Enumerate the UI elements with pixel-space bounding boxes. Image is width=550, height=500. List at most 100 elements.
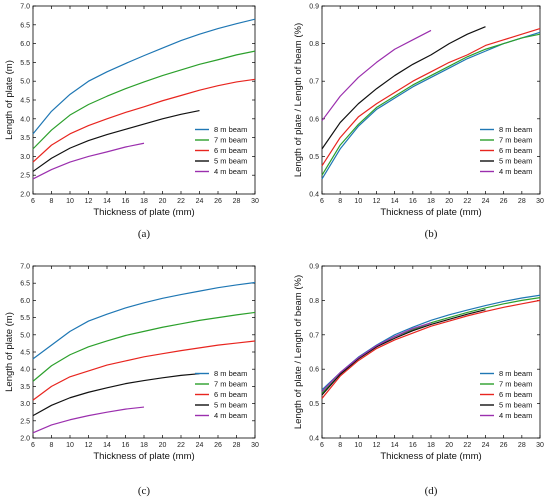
- x-tick-label: 8: [50, 198, 54, 205]
- y-tick-label: 0.6: [309, 367, 319, 374]
- y-tick-label: 7.0: [20, 4, 30, 11]
- legend-entry: 5 m beam: [499, 401, 532, 410]
- x-tick-label: 14: [103, 442, 111, 449]
- y-tick-label: 6.0: [20, 41, 30, 48]
- x-tick-label: 12: [85, 442, 93, 449]
- y-tick-label: 5.5: [20, 315, 30, 322]
- y-tick-label: 3.0: [20, 401, 30, 408]
- x-tick-label: 28: [233, 442, 241, 449]
- legend-entry: 4 m beam: [214, 411, 247, 420]
- x-tick-label: 24: [196, 442, 204, 449]
- y-tick-label: 0.6: [309, 116, 319, 123]
- y-tick-label: 4.0: [20, 367, 30, 374]
- series-line-5-m-beam: [32, 109, 200, 172]
- y-axis-title: Length of plate (m): [4, 60, 15, 140]
- x-tick-label: 26: [214, 198, 222, 205]
- legend-entry: 5 m beam: [214, 401, 247, 410]
- legend-entry: 8 m beam: [214, 369, 247, 378]
- x-tick-label: 24: [196, 198, 204, 205]
- x-tick-label: 20: [159, 442, 167, 449]
- series-line-8-m-beam: [32, 281, 256, 360]
- x-tick-label: 18: [140, 442, 148, 449]
- y-tick-label: 5.5: [20, 60, 30, 67]
- x-tick-label: 14: [391, 198, 399, 205]
- x-tick-label: 24: [482, 442, 490, 449]
- x-tick-label: 6: [320, 198, 324, 205]
- y-tick-label: 5.0: [20, 79, 30, 86]
- series-line-6-m-beam: [321, 299, 541, 399]
- series-line-7-m-beam: [32, 311, 256, 382]
- x-tick-label: 20: [445, 198, 453, 205]
- legend-entry: 6 m beam: [499, 146, 532, 155]
- chart-panel-1: 6 8 10 12 14 16 18 20 22 24 26 28 30 0.4 0.5 0.6 0.7 0.8 0…: [293, 4, 544, 241]
- y-tick-label: 6.0: [20, 298, 30, 305]
- x-tick-label: 8: [338, 198, 342, 205]
- x-tick-label: 22: [177, 442, 185, 449]
- y-tick-label: 4.5: [20, 350, 30, 357]
- x-tick-label: 22: [463, 198, 471, 205]
- y-tick-label: 6.5: [20, 22, 30, 29]
- y-tick-label: 0.5: [309, 401, 319, 408]
- x-tick-label: 20: [159, 198, 167, 205]
- legend-entry: 5 m beam: [499, 157, 532, 166]
- x-axis-title: Thickness of plate (mm): [93, 451, 194, 462]
- series-line-5-m-beam: [32, 373, 200, 417]
- series-line-6-m-beam: [32, 340, 256, 401]
- legend-entry: 7 m beam: [214, 380, 247, 389]
- y-tick-label: 3.5: [20, 135, 30, 142]
- y-axis-title: Length of plate / Length of beam (%): [293, 275, 304, 429]
- x-tick-label: 12: [373, 198, 381, 205]
- panel-label: (d): [425, 485, 438, 497]
- y-tick-label: 6.5: [20, 281, 30, 288]
- y-tick-label: 0.9: [309, 264, 319, 271]
- x-tick-label: 14: [391, 442, 399, 449]
- series-line-5-m-beam: [321, 309, 486, 396]
- y-tick-label: 3.5: [20, 384, 30, 391]
- x-tick-label: 18: [427, 442, 435, 449]
- y-tick-label: 0.7: [309, 79, 319, 86]
- x-tick-label: 28: [518, 442, 526, 449]
- x-tick-label: 30: [536, 198, 544, 205]
- y-tick-label: 3.0: [20, 154, 30, 161]
- x-tick-label: 10: [66, 198, 74, 205]
- x-tick-label: 26: [500, 198, 508, 205]
- x-axis-title: Thickness of plate (mm): [380, 207, 481, 218]
- chart-panel-2: 6 8 10 12 14 16 18 20 22 24 26 28 30 2.0 2.5 3.0 3.5 4.0 4…: [4, 264, 259, 498]
- x-tick-label: 26: [214, 442, 222, 449]
- y-tick-label: 2.5: [20, 173, 30, 180]
- x-tick-label: 6: [320, 442, 324, 449]
- plot-frame: [321, 5, 541, 195]
- legend-entry: 8 m beam: [214, 125, 247, 134]
- y-axis-title: Length of plate (m): [4, 312, 15, 392]
- legend-entry: 5 m beam: [214, 157, 247, 166]
- legend-entry: 7 m beam: [499, 136, 532, 145]
- y-tick-label: 0.8: [309, 298, 319, 305]
- x-tick-label: 12: [85, 198, 93, 205]
- x-tick-label: 28: [233, 198, 241, 205]
- legend-entry: 6 m beam: [214, 390, 247, 399]
- y-tick-label: 2.5: [20, 418, 30, 425]
- panel-label: (b): [425, 228, 438, 240]
- y-tick-label: 0.7: [309, 332, 319, 339]
- x-tick-label: 30: [536, 442, 544, 449]
- legend-entry: 8 m beam: [499, 369, 532, 378]
- x-tick-label: 14: [103, 198, 111, 205]
- y-tick-label: 2.0: [20, 436, 30, 443]
- series-line-6-m-beam: [321, 27, 541, 167]
- y-tick-label: 0.8: [309, 41, 319, 48]
- x-tick-label: 10: [66, 442, 74, 449]
- series-line-4-m-beam: [321, 29, 432, 122]
- x-tick-label: 8: [50, 442, 54, 449]
- x-tick-label: 30: [251, 198, 259, 205]
- x-tick-label: 6: [31, 198, 35, 205]
- series-line-7-m-beam: [321, 33, 541, 176]
- legend-entry: 8 m beam: [499, 125, 532, 134]
- x-tick-label: 8: [338, 442, 342, 449]
- legend-entry: 7 m beam: [214, 136, 247, 145]
- x-tick-label: 18: [140, 198, 148, 205]
- x-tick-label: 20: [445, 442, 453, 449]
- x-tick-label: 16: [122, 442, 130, 449]
- series-line-4-m-beam: [32, 142, 145, 180]
- x-tick-label: 28: [518, 198, 526, 205]
- y-tick-label: 7.0: [20, 264, 30, 271]
